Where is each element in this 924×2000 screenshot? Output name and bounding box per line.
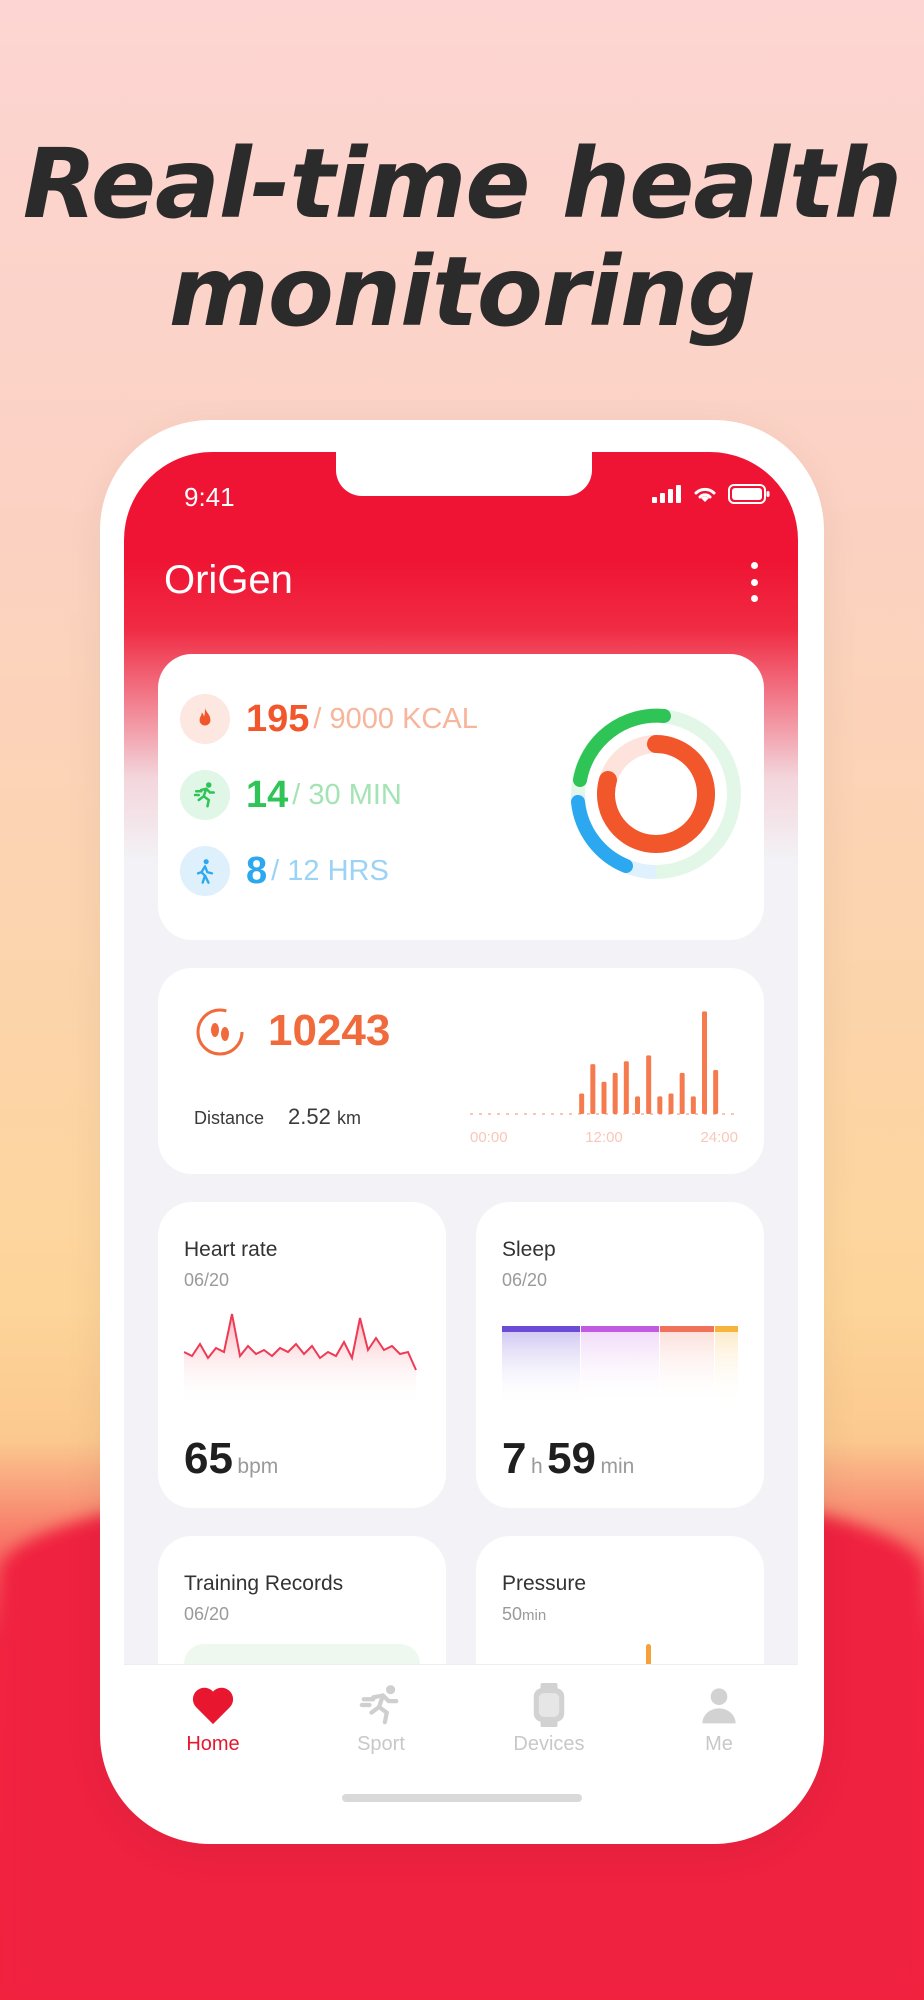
steps-axis-tick: 00:00 [470,1129,508,1146]
heart-rate-card[interactable]: Heart rate 06/20 65 bpm [158,1202,446,1508]
sleep-graph [502,1326,738,1406]
activity-card[interactable]: 195 / 9000 KCAL 14 / 30 MIN 8 / 12 HRS [158,654,764,940]
steps-count: 10243 [268,1006,391,1055]
stand-goal: / 12 HRS [271,854,389,887]
stand-ring-progress [571,795,633,873]
sleep-minutes: 59 [547,1434,597,1483]
watch-icon [494,1679,604,1731]
menu-dot [750,595,758,602]
pressure-bar [646,1644,651,1674]
heart-rate-reading: 65 bpm [184,1434,278,1484]
heart-rate-date: 06/20 [184,1270,230,1290]
footsteps-icon [196,1008,244,1056]
steps-bar [646,1055,652,1114]
heart-rate-title: Heart rate [184,1238,278,1261]
tab-devices-label: Devices [513,1733,585,1755]
steps-bar [690,1096,696,1114]
pressure-date-value: 50 [502,1604,523,1624]
menu-dot [750,562,758,569]
steps-card[interactable]: 10243 Distance 2.52 km 00:00 12:00 24:00 [158,968,764,1174]
running-icon [180,770,230,820]
distance-number: 2.52 [288,1104,331,1129]
calories-goal: / 9000 KCAL [313,702,478,735]
headline: Real-time health monitoring [0,130,924,346]
stand-value: 8 [246,849,268,892]
steps-bar [679,1072,685,1114]
heart-rate-graph [184,1313,417,1406]
exercise-ring-progress [573,708,671,787]
tab-me-label: Me [705,1733,733,1755]
steps-chart: 00:00 12:00 24:00 [470,1011,738,1146]
exercise-goal: / 30 MIN [292,778,402,811]
heart-rate-value: 65 [184,1434,233,1483]
pressure-title: Pressure [502,1572,587,1595]
tab-sport-label: Sport [357,1733,405,1755]
headline-line-2: monitoring [168,236,756,348]
steps-bar [623,1061,629,1114]
fire-icon [180,694,230,744]
steps-bar [579,1093,585,1114]
distance-unit: km [336,1108,361,1128]
activity-rings [571,708,741,879]
distance-label: Distance [194,1108,265,1128]
calories-value: 195 [246,697,310,740]
steps-bar [668,1093,674,1114]
home-indicator [342,1794,582,1802]
calories-row: 195 / 9000 KCAL [180,694,478,744]
signal-icon [652,485,681,503]
training-date: 06/20 [184,1604,230,1624]
training-title: Training Records [184,1572,344,1595]
tab-home[interactable]: Home [158,1679,268,1756]
tab-home-label: Home [186,1733,240,1755]
sleep-hours-unit: h [530,1455,543,1478]
status-icons [652,484,770,504]
steps-bar [612,1072,618,1114]
more-menu-button[interactable] [744,562,764,602]
wifi-icon [694,487,716,502]
sleep-date: 06/20 [502,1270,548,1290]
walking-icon [180,846,230,896]
menu-dot [750,578,758,586]
steps-bar [601,1081,607,1114]
sleep-minutes-unit: min [600,1455,635,1478]
exercise-row: 14 / 30 MIN [180,770,402,820]
sleep-title: Sleep [502,1238,556,1261]
sleep-hours: 7 [502,1434,527,1483]
steps-axis-tick: 12:00 [585,1129,623,1146]
notch [336,452,592,496]
app-logo: OriGen [164,558,293,602]
person-icon [664,1679,774,1731]
battery-icon [728,484,770,504]
distance-value: 2.52 km [288,1104,361,1130]
headline-line-1: Real-time health [22,128,903,240]
tab-devices[interactable]: Devices [494,1679,604,1756]
status-time: 9:41 [184,482,235,512]
steps-bar [590,1064,596,1114]
heart-icon [158,1679,268,1731]
pressure-date: 50min [502,1604,546,1625]
steps-bar [702,1011,707,1114]
steps-axis-tick: 24:00 [700,1129,738,1146]
tab-bar: Home Sport Devices [124,1664,798,1812]
sport-icon [326,1679,436,1731]
tab-sport[interactable]: Sport [326,1679,436,1756]
pressure-date-unit: min [522,1607,547,1624]
calories-ring-progress [597,735,715,853]
steps-bar [635,1096,640,1114]
steps-bar [713,1070,719,1114]
exercise-value: 14 [246,773,289,816]
sleep-card[interactable]: Sleep 06/20 7 h 59 min [476,1202,764,1508]
phone-screen: 9:41 OriGen 195 / 9000 [124,452,798,1812]
tab-me[interactable]: Me [664,1679,774,1756]
stand-row: 8 / 12 HRS [180,846,389,896]
steps-bar [657,1096,663,1114]
sleep-reading: 7 h 59 min [502,1434,634,1484]
heart-rate-unit: bpm [237,1455,279,1478]
